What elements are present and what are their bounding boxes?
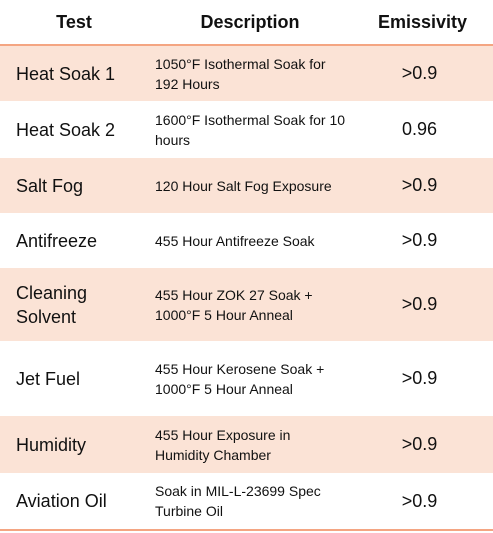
description-cell: 455 Hour ZOK 27 Soak + 1000°F 5 Hour Ann… <box>148 268 352 341</box>
header-cell: Description <box>148 0 352 46</box>
emissivity-cell: 0.96 <box>401 119 438 139</box>
table-row: Salt Fog 120 Hour Salt Fog Exposure >0.9 <box>0 158 493 213</box>
test-cell: Cleaning Solvent <box>0 268 148 341</box>
table-row: Humidity 455 Hour Exposure in Humidity Ch… <box>0 416 493 473</box>
test-cell: Aviation Oil <box>0 473 148 531</box>
header-cell: Test <box>0 0 148 46</box>
description-cell: 1050°F Isothermal Soak for 192 Hours <box>148 45 352 101</box>
test-cell: Heat Soak 2 <box>16 119 116 140</box>
test-cell: Salt Fog <box>0 158 148 213</box>
emissivity-cell: >0.9 <box>352 268 493 341</box>
emissivity-cell: >0.9 <box>352 158 493 213</box>
description-cell: 455 Hour Exposure in Humidity Chamber <box>148 416 352 473</box>
table-row: Cleaning Solvent 455 Hour ZOK 27 Soak + 1… <box>0 268 493 341</box>
header-row: Test Description Emissivity <box>0 0 493 46</box>
description-cell: 455 Hour Antifreeze Soak <box>155 232 315 249</box>
test-cell: Antifreeze <box>16 230 98 251</box>
test-cell: Humidity <box>0 416 148 473</box>
table-row: Antifreeze 455 Hour Antifreeze Soak >0.9 <box>0 213 493 268</box>
description-cell: 120 Hour Salt Fog Exposure <box>148 158 352 213</box>
emissivity-cell: >0.9 <box>352 416 493 473</box>
description-cell: 455 Hour Kerosene Soak + 1000°F 5 Hour A… <box>155 360 325 397</box>
emissivity-cell: >0.9 <box>401 368 438 388</box>
emissivity-cell: >0.9 <box>352 45 493 101</box>
emissivity-cell: >0.9 <box>401 230 438 250</box>
header-cell: Emissivity <box>352 0 493 46</box>
table-row: Heat Soak 1 1050°F Isothermal Soak for 19… <box>0 45 493 101</box>
table-row: Aviation Oil Soak in MIL-L-23699 Spec Tur… <box>0 473 493 531</box>
table-row: Heat Soak 2 1600°F Isothermal Soak for 10… <box>0 101 493 158</box>
description-cell: 1600°F Isothermal Soak for 10 hours <box>155 111 346 148</box>
test-cell: Heat Soak 1 <box>0 45 148 101</box>
table-row: Jet Fuel 455 Hour Kerosene Soak + 1000°F … <box>0 341 493 416</box>
test-cell: Jet Fuel <box>16 368 81 389</box>
emissivity-cell: >0.9 <box>352 473 493 531</box>
description-cell: Soak in MIL-L-23699 Spec Turbine Oil <box>148 473 352 531</box>
